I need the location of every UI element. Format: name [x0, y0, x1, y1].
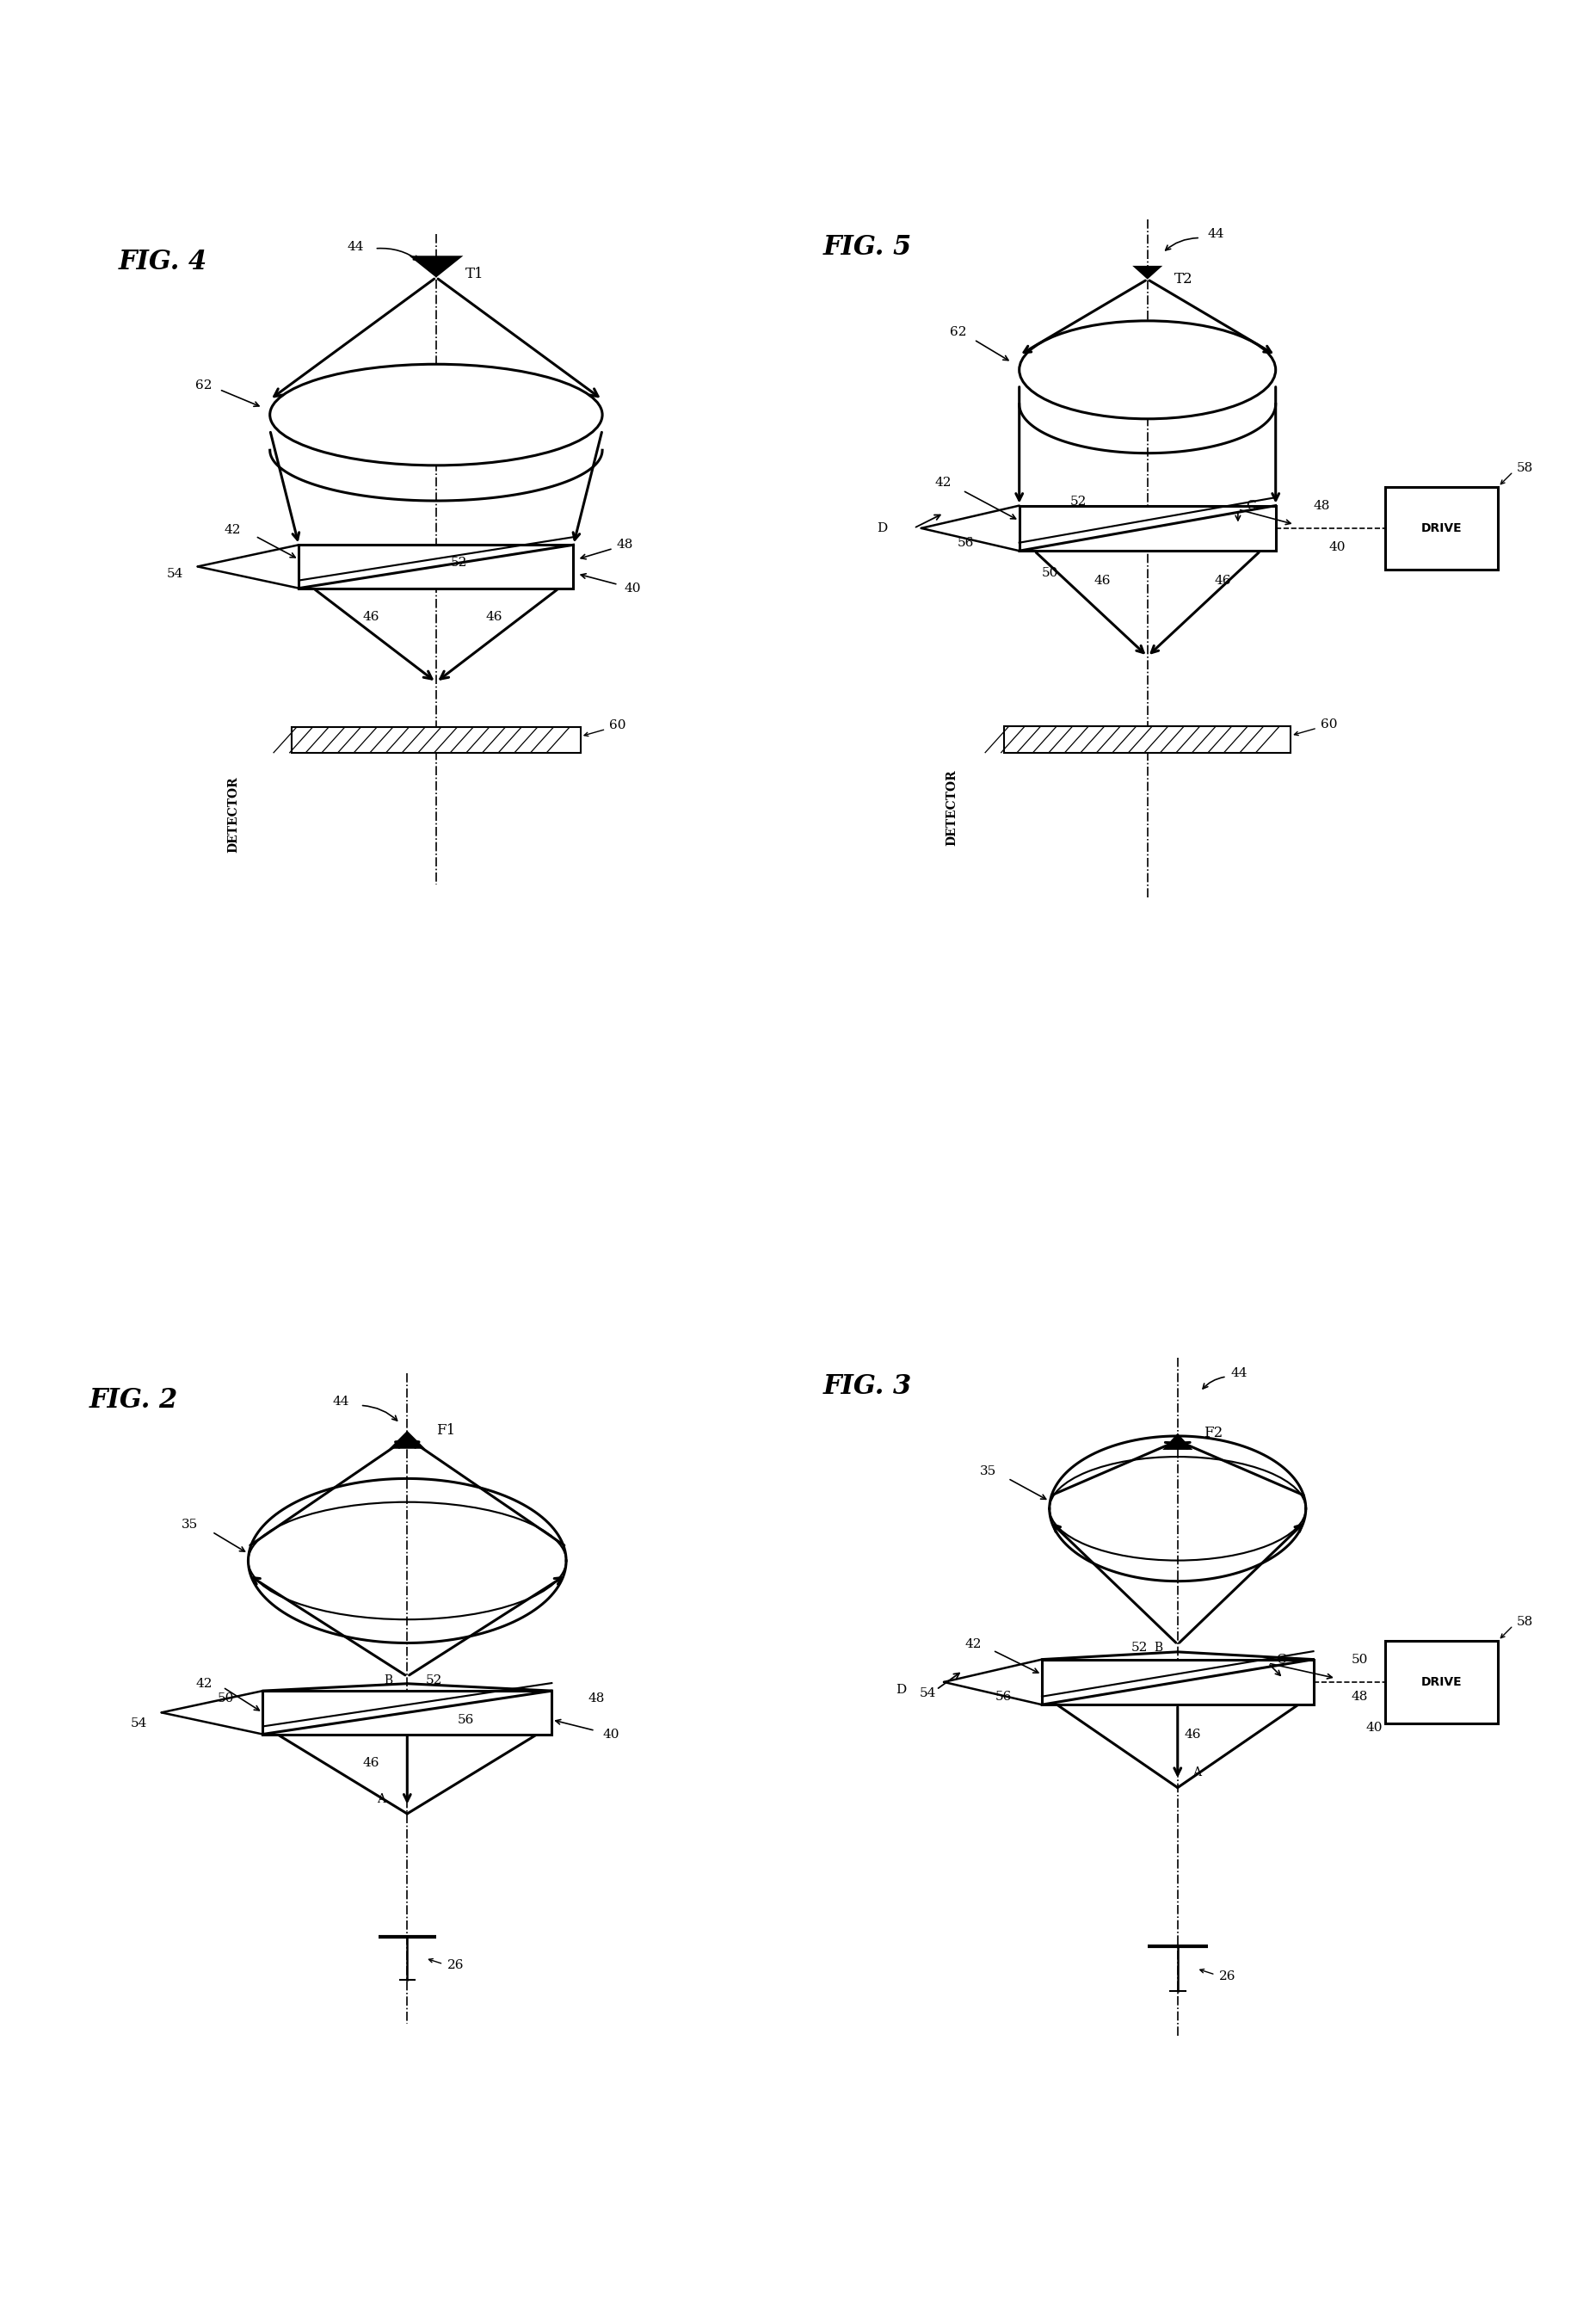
- Bar: [1004, 725, 1291, 753]
- Text: 50: 50: [1042, 567, 1059, 579]
- Text: A: A: [377, 1794, 385, 1806]
- Text: DRIVE: DRIVE: [1422, 523, 1463, 535]
- Text: 62: 62: [950, 325, 966, 339]
- Text: T1: T1: [465, 267, 484, 281]
- Text: 52: 52: [1070, 495, 1087, 509]
- Polygon shape: [1133, 265, 1163, 279]
- Text: 42: 42: [225, 525, 240, 537]
- Text: 35: 35: [980, 1464, 996, 1478]
- Text: 46: 46: [363, 611, 380, 623]
- Text: DETECTOR: DETECTOR: [228, 776, 240, 853]
- Text: FIG. 2: FIG. 2: [90, 1387, 178, 1413]
- Text: FIG. 3: FIG. 3: [823, 1373, 913, 1399]
- Text: 40: 40: [602, 1729, 619, 1741]
- Text: B: B: [383, 1673, 393, 1685]
- Text: 58: 58: [1518, 462, 1533, 474]
- Text: FIG. 5: FIG. 5: [823, 235, 913, 260]
- Bar: [1386, 486, 1499, 569]
- Text: 46: 46: [1185, 1729, 1202, 1741]
- Text: 52: 52: [426, 1673, 441, 1685]
- Text: 54: 54: [919, 1687, 936, 1699]
- Text: 58: 58: [1518, 1615, 1533, 1627]
- Text: 46: 46: [1093, 574, 1111, 588]
- Text: 52: 52: [451, 558, 467, 569]
- Text: 40: 40: [624, 583, 641, 595]
- Ellipse shape: [270, 365, 602, 465]
- Bar: [292, 727, 581, 753]
- Text: 40: 40: [1367, 1722, 1382, 1734]
- Text: F1: F1: [437, 1422, 456, 1439]
- Text: 44: 44: [347, 242, 364, 253]
- Text: 44: 44: [1230, 1367, 1247, 1378]
- Text: 60: 60: [610, 720, 627, 732]
- Text: 50: 50: [1351, 1652, 1368, 1666]
- Text: A: A: [1192, 1766, 1202, 1778]
- Text: 48: 48: [617, 539, 633, 551]
- Polygon shape: [390, 1432, 426, 1448]
- Text: 50: 50: [217, 1692, 234, 1703]
- Text: 48: 48: [1351, 1692, 1368, 1703]
- Text: 52: 52: [1131, 1643, 1147, 1655]
- Text: 54: 54: [167, 567, 184, 579]
- Text: T2: T2: [1174, 272, 1192, 286]
- Text: 56: 56: [457, 1713, 474, 1727]
- Text: DETECTOR: DETECTOR: [946, 769, 957, 846]
- Bar: [262, 1692, 551, 1734]
- Bar: [1042, 1659, 1313, 1706]
- Ellipse shape: [1020, 321, 1276, 418]
- Text: DRIVE: DRIVE: [1422, 1676, 1463, 1687]
- Text: 42: 42: [195, 1678, 212, 1690]
- Polygon shape: [1163, 1434, 1192, 1450]
- Text: C: C: [1246, 500, 1255, 511]
- Text: D: D: [877, 523, 888, 535]
- Text: 46: 46: [1214, 574, 1232, 588]
- Text: C: C: [1276, 1652, 1285, 1666]
- Text: 26: 26: [448, 1959, 463, 1971]
- Text: 46: 46: [363, 1757, 380, 1769]
- Polygon shape: [408, 256, 463, 277]
- Text: 35: 35: [181, 1518, 198, 1532]
- Bar: [298, 544, 573, 588]
- Text: 54: 54: [130, 1717, 148, 1729]
- Text: 44: 44: [1208, 228, 1224, 239]
- Text: 62: 62: [195, 379, 212, 393]
- Text: 44: 44: [333, 1397, 349, 1408]
- Text: 56: 56: [957, 537, 974, 548]
- Text: D: D: [895, 1683, 906, 1697]
- Text: 42: 42: [935, 476, 952, 488]
- Text: 46: 46: [485, 611, 503, 623]
- Bar: [1386, 1641, 1499, 1724]
- Text: 48: 48: [1313, 500, 1331, 511]
- Bar: [1020, 507, 1276, 551]
- Text: 42: 42: [965, 1638, 982, 1650]
- Text: 60: 60: [1321, 718, 1337, 730]
- Text: 40: 40: [1329, 541, 1345, 553]
- Text: 48: 48: [588, 1692, 605, 1703]
- Text: 56: 56: [994, 1692, 1012, 1703]
- Text: B: B: [1153, 1643, 1163, 1655]
- Text: FIG. 4: FIG. 4: [118, 249, 207, 274]
- Text: 26: 26: [1219, 1971, 1236, 1982]
- Text: F2: F2: [1203, 1427, 1224, 1441]
